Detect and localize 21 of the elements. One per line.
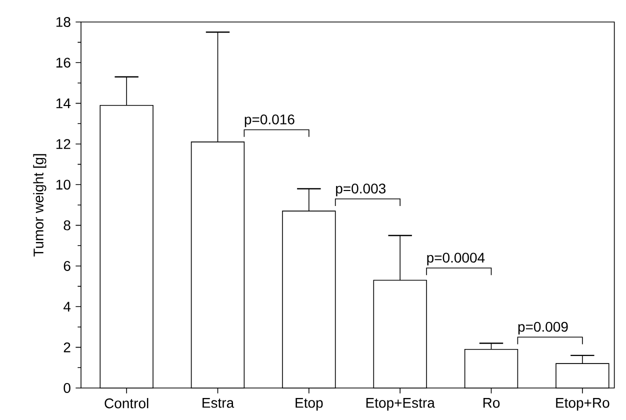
y-tick-label: 8 [64,220,70,230]
y-tick-label: 6 [64,261,70,271]
x-tick-label: Etop [296,398,323,411]
annotation: p=0.003 [336,184,386,196]
y-tick-label: 0 [64,383,70,393]
y-tick-label: 16 [56,58,70,68]
annotation: p=0.016 [244,114,294,128]
annotation: p=0.0004 [427,252,485,266]
y-tick-label: 14 [56,98,71,108]
x-tick-label: Estra [202,398,234,408]
x-tick-label: Control [104,398,148,408]
y-axis-title: Tumor weight [g] [33,154,46,257]
x-tick-label: Ro [483,398,500,408]
annotation: p=0.009 [518,322,568,335]
y-tick-label: 4 [63,302,71,312]
y-tick-label: 2 [64,342,70,352]
y-tick-label: 12 [56,139,70,149]
y-tick-label: 10 [56,180,70,190]
y-tick-label: 18 [56,17,70,27]
x-tick-label: Etop+Ro [556,398,610,411]
x-tick-label: Etop+Estra [366,398,435,411]
